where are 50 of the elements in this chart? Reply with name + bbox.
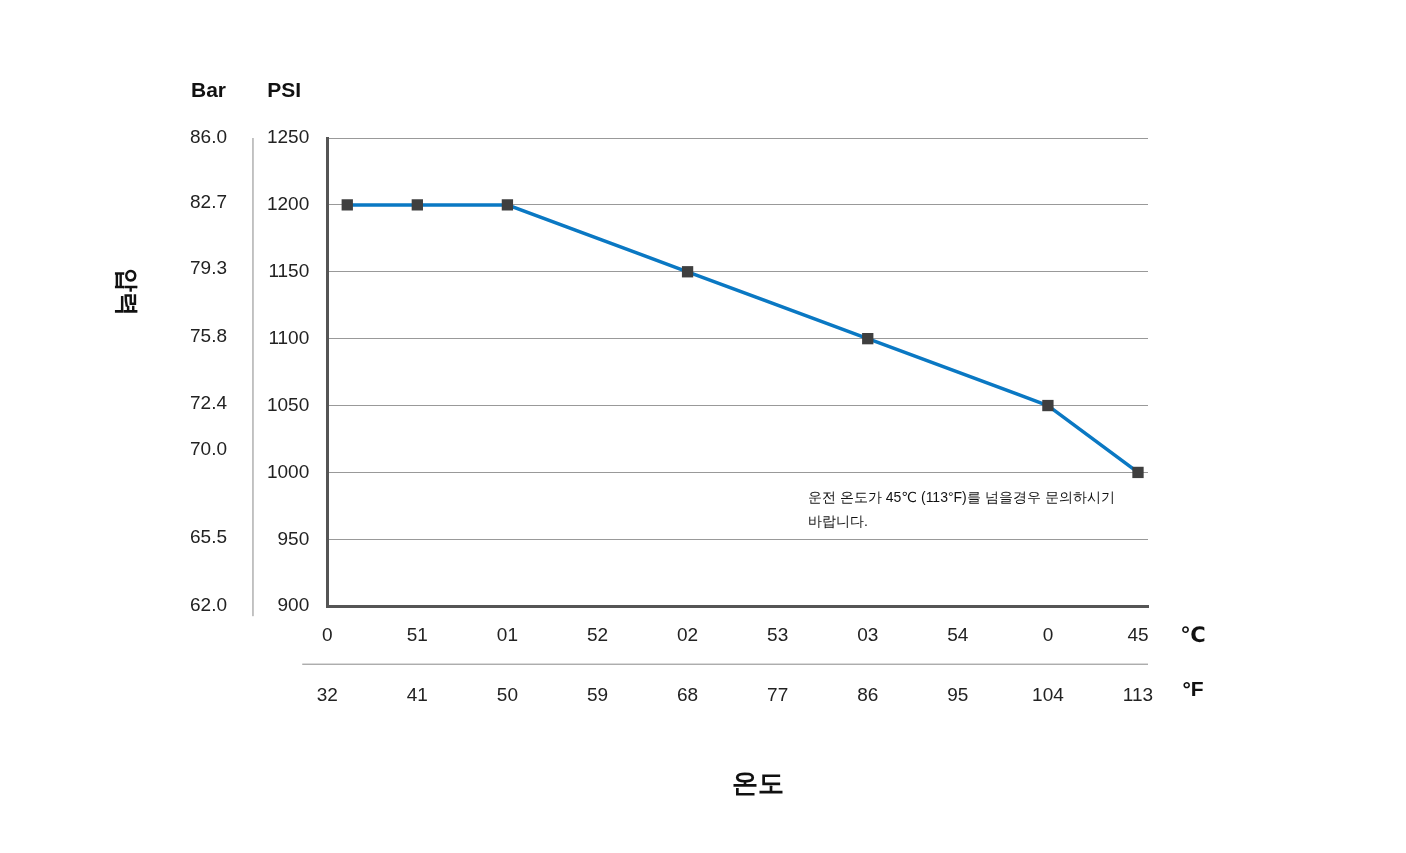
text: 03 <box>857 624 879 646</box>
text: 02 <box>677 624 699 646</box>
text: 0 <box>1042 624 1054 646</box>
point <box>862 333 874 345</box>
x-tick-label: 68 <box>677 683 699 705</box>
text: 45 <box>1127 624 1149 646</box>
y-tick-label: 950 <box>277 527 310 549</box>
y-tick-label: 1100 <box>268 326 310 348</box>
x-tick-label: 41 <box>406 683 428 705</box>
point <box>1132 466 1144 479</box>
x-tick-label: 50 <box>496 683 518 705</box>
text: 54 <box>947 624 969 646</box>
y2-tick-label: 70.0 <box>190 438 227 460</box>
y-tick-label: 1200 <box>266 193 310 215</box>
point <box>501 199 514 211</box>
x-tick-label: 77 <box>767 683 789 705</box>
annotation: 운전 온도가 45℃ (113°F)를 넘을경우 문의하시기 바랍니다. <box>808 489 1115 530</box>
y2-tick-label: 65.5 <box>190 526 227 548</box>
text: 53 <box>767 624 789 646</box>
y-tick-label: 1150 <box>268 260 310 282</box>
y-tick-label: 1250 <box>266 126 310 148</box>
text: 51 <box>406 624 428 646</box>
point <box>411 199 423 211</box>
text: 52 <box>586 624 609 646</box>
y-tick-label: 1000 <box>266 460 310 482</box>
x2-axis-title: ℃ <box>1180 623 1206 646</box>
point <box>1042 399 1054 412</box>
y2-tick-label: 86.0 <box>190 126 227 148</box>
x-tick-label: 113 <box>1122 683 1154 705</box>
text: °F <box>1182 677 1204 700</box>
y-axis-title: PSI <box>267 77 302 101</box>
y2-tick-label: 72.4 <box>190 391 228 413</box>
text: 온도 <box>731 768 784 799</box>
x-tick-label: 104 <box>1032 683 1065 705</box>
x-tick-label: 95 <box>947 683 969 705</box>
x-tick-label: 32 <box>316 683 338 705</box>
point <box>341 199 353 211</box>
y2-tick-label: 79.3 <box>190 256 227 278</box>
text: 0 <box>321 624 333 646</box>
x-tick-label: 86 <box>857 683 879 705</box>
y2-tick-label: 82.7 <box>190 190 227 212</box>
y2-tick-label: 75.8 <box>190 325 227 347</box>
y-tick-label: 1050 <box>266 393 310 415</box>
y2-tick-label: 62.0 <box>190 594 227 616</box>
y2-axis-title: Bar <box>190 77 227 101</box>
point <box>681 266 694 278</box>
text: 압력 <box>114 268 142 317</box>
text: 01 <box>496 624 518 646</box>
x-tick-label: 59 <box>586 683 609 705</box>
y-tick-label: 900 <box>277 594 310 616</box>
